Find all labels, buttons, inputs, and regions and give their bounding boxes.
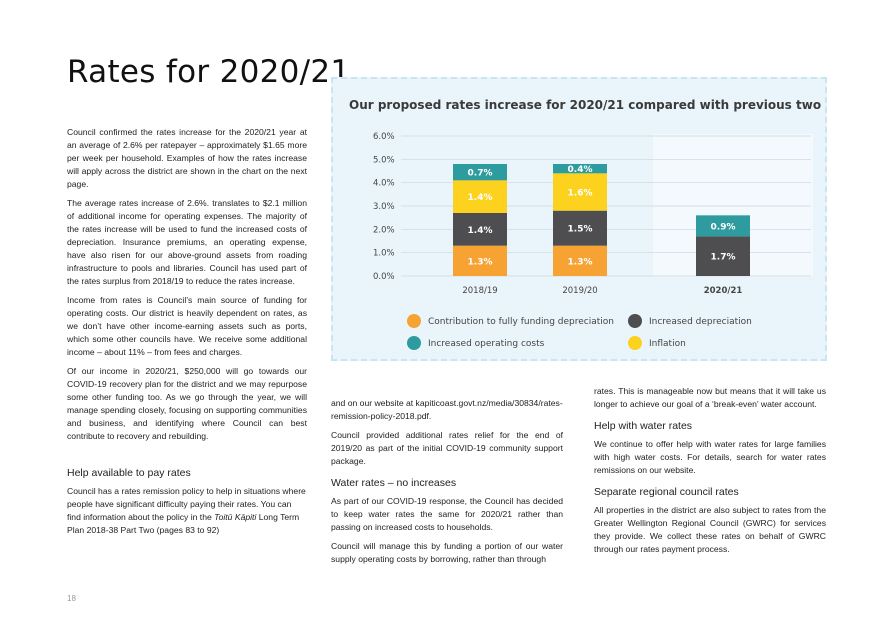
bar-data-label: 1.6% [568, 189, 593, 199]
paragraph-water-response: As part of our COVID-19 response, the Co… [331, 496, 563, 532]
bar-data-label: 0.4% [568, 165, 593, 175]
bar-data-label: 1.4% [468, 226, 493, 236]
bar-data-label: 1.3% [568, 257, 593, 267]
bar-segment [553, 173, 607, 211]
paragraph-water-help: We continue to offer help with water rat… [594, 439, 826, 475]
legend-marker [407, 336, 421, 350]
y-tick-label: 2.0% [373, 225, 395, 235]
legend-marker [628, 314, 642, 328]
heading-help-water-rates: Help with water rates [594, 420, 693, 432]
bar-data-label: 1.7% [711, 253, 736, 263]
paragraph-income-from-rates: Income from rates is Council’s main sour… [67, 295, 307, 357]
paragraph-water-borrowing: Council will manage this by funding a po… [331, 541, 563, 564]
paragraph-rates-relief: Council provided additional rates relief… [331, 430, 563, 466]
y-tick-label: 4.0% [373, 179, 395, 189]
paragraph-covid-recovery: Of our income in 2020/21, $250,000 will … [67, 366, 307, 441]
legend-label: Contribution to fully funding depreciati… [428, 317, 614, 327]
legend-marker [407, 314, 421, 328]
heading-water-rates: Water rates – no increases [331, 477, 457, 489]
x-category-label: 2018/19 [462, 286, 497, 296]
y-tick-label: 0.0% [373, 272, 395, 282]
legend-label: Increased operating costs [428, 339, 545, 349]
page-title: Rates for 2020/21 [67, 54, 351, 90]
bar-data-label: 0.7% [468, 169, 493, 179]
paragraph-website-link: and on our website at kapiticoast.govt.n… [331, 398, 563, 421]
bar-segment [696, 236, 750, 276]
x-category-label: 2020/21 [704, 286, 743, 296]
chart-title: Our proposed rates increase for 2020/21 … [349, 98, 825, 112]
bar-segment [696, 215, 750, 237]
paragraph-gwrc: All properties in the district are also … [594, 505, 826, 554]
bar-segment [453, 164, 507, 181]
column-1: Council confirmed the rates increase for… [67, 126, 307, 543]
bar-segment [453, 245, 507, 276]
y-tick-label: 3.0% [373, 202, 395, 212]
bar-segment [453, 213, 507, 246]
legend-label: Increased depreciation [649, 317, 752, 327]
paragraph-break-even: rates. This is manageable now but means … [594, 386, 826, 409]
remission-text-start: Council has a rates remission policy to … [67, 486, 306, 522]
bar-segment [453, 180, 507, 213]
bar-data-label: 1.4% [468, 193, 493, 203]
bar-data-label: 1.5% [568, 225, 593, 235]
heading-help-available: Help available to pay rates [67, 467, 191, 479]
bar-segment [553, 245, 607, 276]
plan-name-italic: Toitū Kāpiti [214, 512, 257, 522]
remission-text-end: Long Term Plan 2018-38 Part Two (pages 8… [67, 512, 300, 535]
paragraph-income-translation: The average rates increase of 2.6%. tran… [67, 198, 307, 286]
rates-chart-panel: Our proposed rates increase for 2020/21 … [331, 77, 827, 361]
column-3: rates. This is manageable now but means … [594, 385, 826, 562]
rates-chart: Our proposed rates increase for 2020/21 … [349, 98, 825, 350]
y-tick-label: 1.0% [373, 249, 395, 259]
bar-segment [553, 164, 607, 174]
x-category-label: 2019/20 [562, 286, 597, 296]
paragraph-rates-increase: Council confirmed the rates increase for… [67, 127, 307, 189]
heading-regional-rates: Separate regional council rates [594, 486, 739, 498]
y-tick-label: 6.0% [373, 132, 395, 142]
legend-marker [628, 336, 642, 350]
bar-data-label: 1.3% [468, 257, 493, 267]
paragraph-remission-policy: Council has a rates remission policy to … [67, 485, 307, 537]
column-2: and on our website at kapiticoast.govt.n… [331, 397, 563, 572]
bar-data-label: 0.9% [711, 222, 736, 232]
bar-segment [553, 210, 607, 246]
page-number: 18 [67, 594, 76, 603]
y-tick-label: 5.0% [373, 155, 395, 165]
legend-label: Inflation [649, 339, 686, 349]
